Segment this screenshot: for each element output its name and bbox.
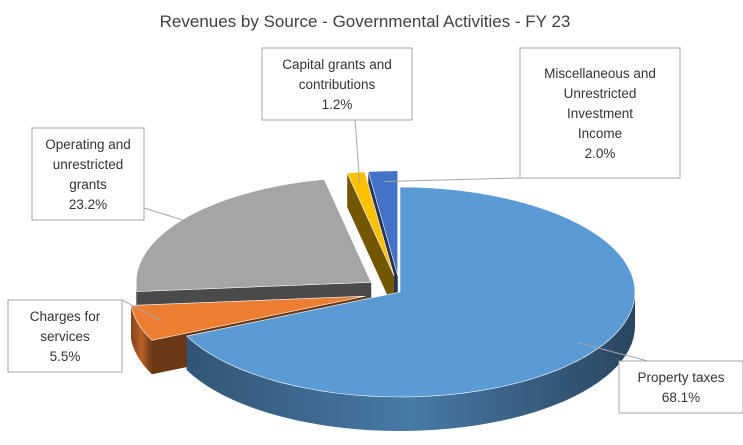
label-line-charges-for-services: services <box>40 329 90 344</box>
leader-charges-for-services <box>121 299 162 321</box>
label-line-misc-income: Investment <box>567 106 633 121</box>
data-label-misc-income: Miscellaneous and Unrestricted Investment I… <box>519 47 681 179</box>
label-box-operating-grants <box>31 127 145 221</box>
label-box-charges-for-services <box>7 299 123 373</box>
label-box-property-taxes <box>618 360 743 414</box>
label-line-misc-income: Income <box>578 126 622 141</box>
leader-lines <box>121 119 649 362</box>
label-line-misc-income: 2.0% <box>585 146 616 161</box>
leader-misc-income <box>384 177 521 182</box>
slice-top-charges-for-services <box>130 295 366 341</box>
slice-top-operating-grants <box>135 179 372 292</box>
label-line-charges-for-services: 5.5% <box>50 349 81 364</box>
label-line-misc-income: Unrestricted <box>564 86 637 101</box>
label-line-operating-grants: 23.2% <box>69 197 107 212</box>
leader-operating-grants <box>143 207 202 227</box>
leader-property-taxes <box>578 342 649 362</box>
label-line-property-taxes: 68.1% <box>662 390 700 405</box>
label-box-capital-grants <box>261 47 413 121</box>
data-labels: Property taxes 68.1% Charges for services 5.… <box>7 47 743 414</box>
data-label-charges-for-services: Charges for services 5.5% <box>7 299 123 373</box>
slice-wall-property-taxes <box>186 292 636 431</box>
chart-title: Revenues by Source - Governmental Activi… <box>160 12 571 31</box>
label-line-charges-for-services: Charges for <box>30 309 101 324</box>
slices-group <box>130 170 636 431</box>
label-line-operating-grants: unrestricted <box>53 157 124 172</box>
slice-property-taxes <box>186 186 636 431</box>
slice-top-capital-grants <box>346 171 395 277</box>
data-label-operating-grants: Operating and unrestricted grants 23.2% <box>31 127 145 221</box>
label-line-property-taxes: Property taxes <box>637 370 724 385</box>
slice-side-capital-grants <box>347 173 395 311</box>
label-line-capital-grants: contributions <box>299 77 376 92</box>
label-line-capital-grants: 1.2% <box>322 97 353 112</box>
leader-capital-grants <box>354 119 361 183</box>
label-box-misc-income <box>519 47 681 179</box>
slice-capital-grants <box>346 171 395 311</box>
slice-wall-charges-for-services <box>131 305 152 375</box>
label-line-operating-grants: grants <box>69 177 107 192</box>
label-line-misc-income: Miscellaneous and <box>544 66 656 81</box>
data-label-capital-grants: Capital grants and contributions 1.2% <box>261 47 413 121</box>
label-line-operating-grants: Operating and <box>45 137 131 152</box>
data-label-property-taxes: Property taxes 68.1% <box>618 360 743 414</box>
label-line-capital-grants: Capital grants and <box>282 57 392 72</box>
slice-top-misc-income <box>367 170 399 276</box>
